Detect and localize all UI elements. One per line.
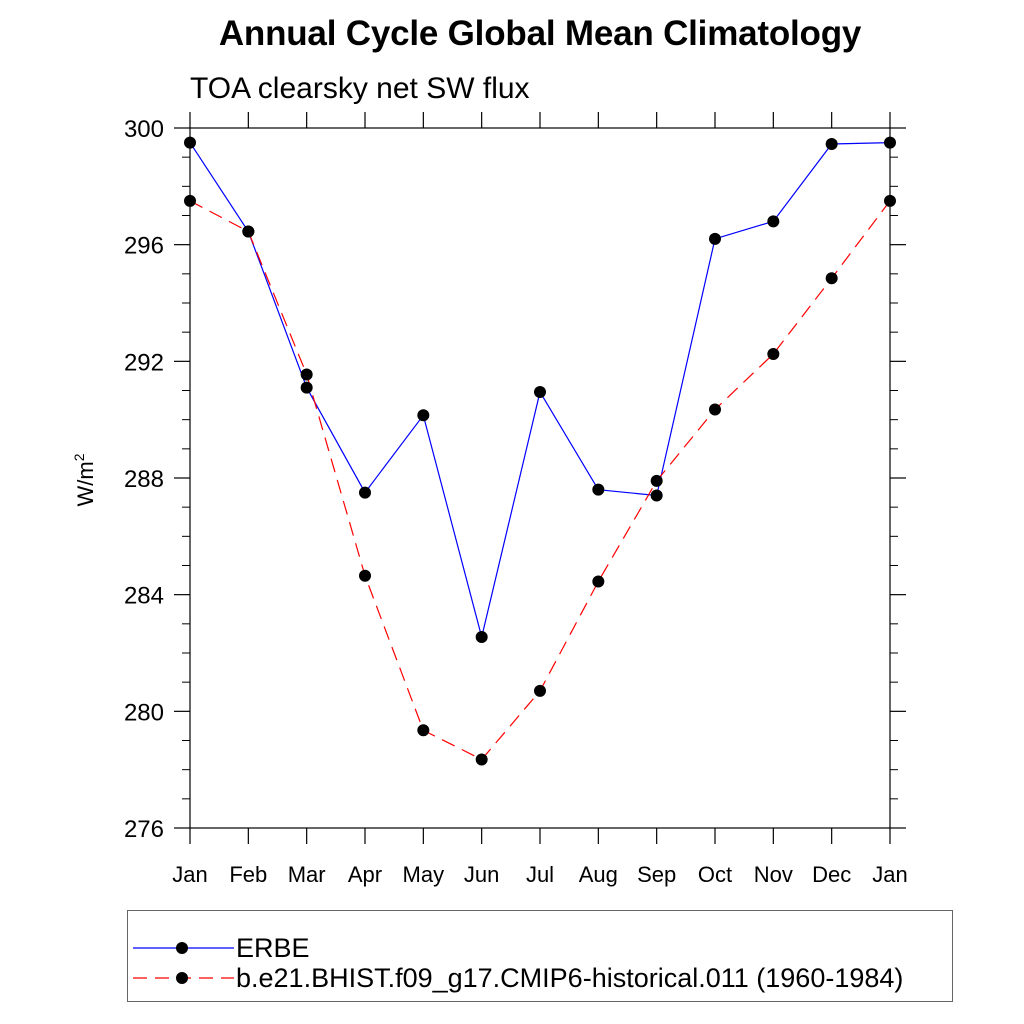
x-tick-label: Sep <box>637 862 676 887</box>
data-point-series-1 <box>300 368 313 381</box>
chart-title: Annual Cycle Global Mean Climatology <box>218 14 862 53</box>
x-tick-label: Mar <box>288 862 326 887</box>
y-tick-label: 292 <box>124 349 164 376</box>
data-point-series-0 <box>825 138 838 151</box>
x-tick-label: Nov <box>754 862 793 887</box>
legend-entry-model: b.e21.BHIST.f09_g17.CMIP6-historical.011… <box>128 958 903 998</box>
x-tick-label: May <box>403 862 445 887</box>
y-tick-label: 300 <box>124 116 164 143</box>
x-tick-label: Jan <box>172 862 207 887</box>
x-tick-label: Dec <box>812 862 851 887</box>
y-axis-label: W/m2 <box>71 453 98 506</box>
data-point-series-1 <box>825 272 838 285</box>
data-point-series-0 <box>534 385 546 398</box>
legend-label-erbe: ERBE <box>236 932 310 963</box>
x-tick-label: Jun <box>464 862 499 887</box>
y-tick-label: 288 <box>124 466 164 493</box>
data-point-series-1 <box>592 575 605 588</box>
x-tick-label: Apr <box>348 862 382 887</box>
data-point-series-1 <box>475 753 488 766</box>
data-point-series-0 <box>300 381 313 394</box>
data-point-series-1 <box>359 569 371 582</box>
data-point-series-0 <box>592 483 605 496</box>
x-tick-label: Aug <box>579 862 618 887</box>
x-tick-label: Jan <box>872 862 907 887</box>
line-chart: 276 280 284 288 292 296 300 Jan Feb Mar Apr May Jun J… <box>71 112 908 887</box>
data-point-series-0 <box>417 409 430 422</box>
data-point-series-1 <box>709 403 721 416</box>
data-point-series-0 <box>709 232 721 245</box>
legend: ERBE b.e21.BHIST.f09_g17.CMIP6-historica… <box>127 910 953 1002</box>
x-tick-label: Oct <box>698 862 732 887</box>
data-point-series-1 <box>650 474 663 487</box>
data-point-series-0 <box>359 486 371 499</box>
data-point-series-1 <box>417 724 430 737</box>
x-tick-label: Jul <box>526 862 554 887</box>
data-point-series-1 <box>534 684 546 697</box>
legend-swatch-model <box>133 972 234 984</box>
series-line-1 <box>189 200 891 761</box>
chart-subtitle: TOA clearsky net SW flux <box>190 72 530 105</box>
plot-frame <box>189 127 891 829</box>
legend-entry-erbe: ERBE <box>128 928 310 968</box>
y-tick-label: 276 <box>124 816 164 843</box>
data-point-series-0 <box>650 489 663 502</box>
data-point-series-0 <box>767 215 780 228</box>
legend-label-model: b.e21.BHIST.f09_g17.CMIP6-historical.011… <box>236 962 904 993</box>
y-tick-label: 284 <box>124 583 164 610</box>
y-axis-label-text: W/m <box>73 461 98 506</box>
y-tick-label: 296 <box>124 233 164 260</box>
legend-swatch-erbe <box>133 942 234 954</box>
y-tick-label: 280 <box>124 699 164 726</box>
x-tick-label: Feb <box>229 862 267 887</box>
data-point-series-1 <box>767 348 780 361</box>
y-axis-label-superscript: 2 <box>71 453 87 461</box>
data-point-series-1 <box>242 225 255 238</box>
data-point-series-0 <box>475 630 488 643</box>
